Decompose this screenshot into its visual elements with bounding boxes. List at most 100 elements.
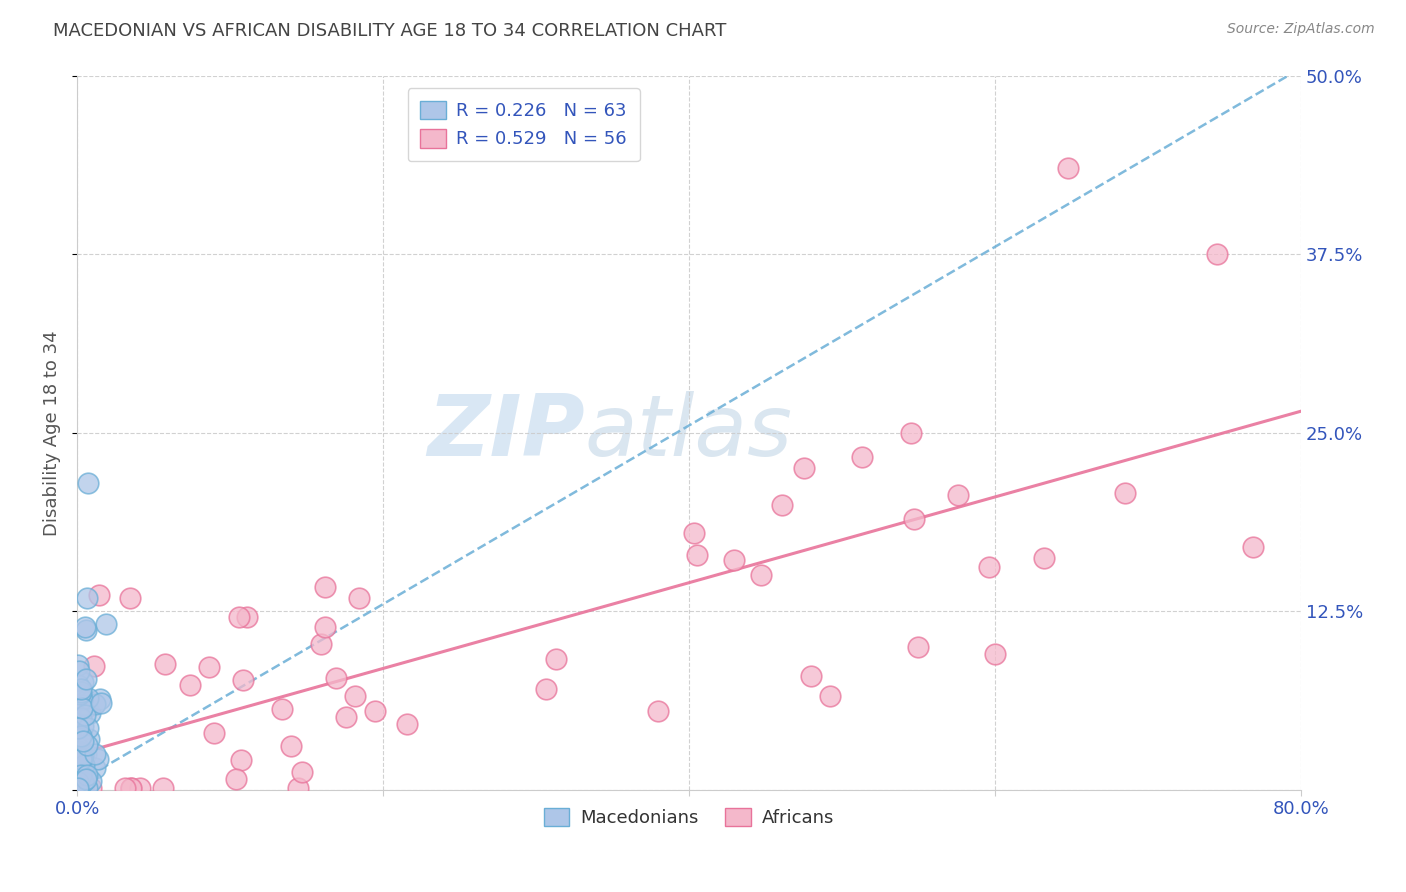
Point: [77, 731, 100, 746]
Point: [67, 740, 90, 755]
Point: [69, 684, 91, 698]
Point: [70, 780, 93, 795]
Point: [1205, 247, 1227, 261]
Point: [67, 658, 90, 673]
Point: [69, 746, 91, 760]
Point: [72, 781, 94, 796]
Point: [75, 672, 97, 686]
Point: [70, 772, 93, 787]
Point: [202, 726, 225, 740]
Text: ZIP: ZIP: [427, 392, 585, 475]
Point: [770, 498, 793, 512]
Point: [291, 765, 314, 780]
Point: [1241, 540, 1264, 554]
Point: [79, 706, 101, 720]
Point: [96, 617, 118, 632]
Point: [70, 730, 93, 744]
Point: [70, 751, 93, 765]
Point: [70, 752, 93, 766]
Point: [69, 775, 91, 789]
Point: [396, 717, 419, 731]
Point: [72, 764, 94, 779]
Point: [800, 668, 823, 682]
Point: [76, 781, 98, 796]
Point: [287, 781, 309, 796]
Text: Source: ZipAtlas.com: Source: ZipAtlas.com: [1227, 22, 1375, 37]
Point: [682, 526, 704, 541]
Point: [73, 698, 96, 712]
Point: [118, 591, 141, 606]
Point: [76, 739, 98, 753]
Point: [76, 475, 98, 490]
Point: [67, 763, 90, 777]
Point: [67, 780, 90, 794]
Point: [232, 673, 254, 687]
Point: [69, 711, 91, 725]
Point: [89, 588, 111, 602]
Point: [73, 620, 96, 634]
Point: [69, 687, 91, 701]
Point: [723, 553, 745, 567]
Point: [72, 762, 94, 776]
Point: [75, 772, 97, 787]
Point: [1057, 161, 1080, 176]
Point: [152, 781, 174, 796]
Point: [76, 690, 98, 705]
Point: [86, 752, 108, 766]
Point: [77, 722, 100, 736]
Point: [984, 647, 1007, 661]
Point: [75, 747, 97, 762]
Point: [534, 681, 557, 696]
Point: [364, 704, 387, 718]
Point: [84, 760, 107, 774]
Point: [72, 747, 94, 761]
Point: [546, 652, 568, 666]
Point: [66, 748, 89, 763]
Text: atlas: atlas: [585, 392, 793, 475]
Point: [851, 450, 873, 464]
Point: [979, 560, 1001, 574]
Point: [69, 745, 91, 759]
Point: [647, 704, 669, 718]
Point: [72, 719, 94, 733]
Point: [114, 781, 136, 796]
Point: [198, 659, 221, 673]
Point: [72, 675, 94, 690]
Point: [70, 768, 93, 782]
Point: [76, 768, 98, 782]
Point: [76, 700, 98, 714]
Point: [344, 689, 367, 703]
Point: [80, 773, 103, 788]
Point: [129, 781, 152, 796]
Point: [72, 757, 94, 772]
Point: [70, 701, 93, 715]
Point: [335, 710, 357, 724]
Point: [84, 747, 107, 762]
Point: [66, 722, 89, 736]
Point: [314, 581, 336, 595]
Point: [235, 610, 257, 624]
Point: [120, 781, 142, 796]
Point: [69, 759, 91, 773]
Point: [72, 734, 94, 748]
Point: [69, 779, 91, 793]
Point: [1033, 550, 1056, 565]
Point: [818, 689, 841, 703]
Legend: Macedonians, Africans: Macedonians, Africans: [537, 801, 841, 835]
Point: [751, 568, 773, 582]
Point: [90, 696, 112, 710]
Point: [686, 548, 709, 562]
Point: [948, 488, 970, 502]
Point: [72, 747, 94, 762]
Point: [66, 774, 89, 789]
Point: [66, 774, 89, 789]
Point: [69, 731, 91, 745]
Point: [120, 781, 142, 796]
Point: [66, 780, 89, 795]
Point: [75, 623, 97, 637]
Point: [84, 697, 107, 711]
Point: [70, 691, 93, 706]
Point: [155, 657, 177, 672]
Point: [70, 767, 93, 781]
Point: [325, 671, 347, 685]
